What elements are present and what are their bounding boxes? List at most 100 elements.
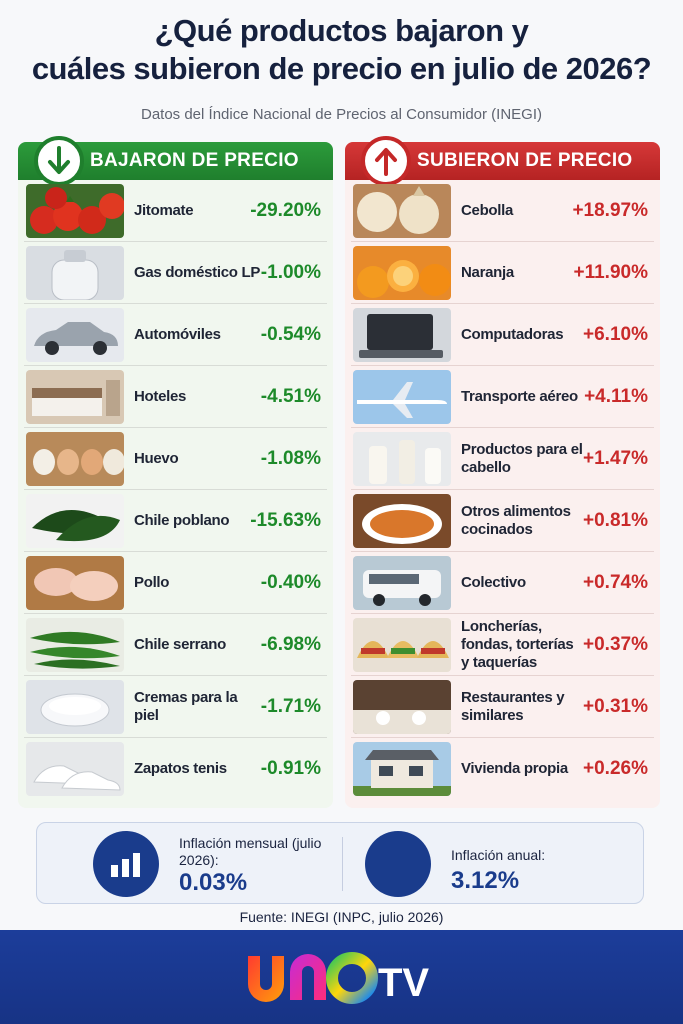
increased-product-label: Otros alimentos cocinados <box>461 502 571 538</box>
decreased-product-image <box>26 307 124 362</box>
decreased-header: BAJARON DE PRECIO <box>18 136 333 186</box>
increased-header: SUBIERON DE PRECIO <box>345 136 660 186</box>
increased-product-label: Computadoras <box>461 325 564 343</box>
source-note: Fuente: INEGI (INPC, julio 2026) <box>239 909 444 925</box>
increased-product-label: Loncherías, fondas, torterías y taquería… <box>461 617 574 671</box>
page-title: ¿Qué productos bajaron y cuáles subieron… <box>0 12 683 88</box>
increased-prices-panel: SUBIERON DE PRECIO Cebolla +18.97% Naranja… <box>345 136 660 808</box>
decreased-price-change: -29.20% <box>250 199 321 221</box>
increased-product-image <box>353 742 451 796</box>
annual-inflation-value: 3.12% <box>451 867 520 894</box>
increased-product-image <box>353 493 451 548</box>
decreased-price-change: -15.63% <box>250 509 321 531</box>
decreased-product-label: Gas doméstico LP <box>134 263 261 281</box>
decreased-product-image <box>26 245 124 300</box>
decreased-header-label: BAJARON DE PRECIO <box>90 150 299 171</box>
increased-price-change: +0.74% <box>583 571 648 593</box>
decreased-product-label: Chile serrano <box>134 635 226 653</box>
decreased-product-label: Chile poblano <box>134 511 230 529</box>
increased-price-change: +18.97% <box>572 199 648 221</box>
decreased-product-label: Jitomate <box>134 201 194 219</box>
increased-row: Otros alimentos cocinados +0.81% <box>351 490 654 552</box>
increased-product-label: Naranja <box>461 263 514 281</box>
decreased-product-label: Pollo <box>134 573 170 591</box>
increased-product-label: Transporte aéreo <box>461 387 578 405</box>
decreased-row: Automóviles -0.54% <box>24 304 327 366</box>
increased-price-change: +0.37% <box>583 633 648 655</box>
increased-product-label: Restaurantes y similares <box>461 688 565 724</box>
increased-row: Naranja +11.90% <box>351 242 654 304</box>
increased-row: Restaurantes y similares +0.31% <box>351 676 654 738</box>
increased-product-image <box>353 617 451 672</box>
monthly-inflation-label: Inflación mensual (julio 2026): <box>179 835 322 868</box>
decreased-price-change: -4.51% <box>260 385 321 407</box>
increased-product-image <box>353 555 451 610</box>
increased-product-label: Colectivo <box>461 573 526 591</box>
annual-inflation-icon <box>365 831 431 897</box>
increased-product-image <box>353 183 451 238</box>
increased-row: Loncherías, fondas, torterías y taquería… <box>351 614 654 676</box>
decreased-price-change: -6.98% <box>260 633 321 655</box>
decreased-row: Zapatos tenis -0.91% <box>24 738 327 800</box>
increased-row: Cebolla +18.97% <box>351 180 654 242</box>
decreased-price-change: -0.54% <box>260 323 321 345</box>
decreased-row: Gas doméstico LP -1.00% <box>24 242 327 304</box>
increased-price-change: +0.26% <box>583 758 648 779</box>
increased-price-change: +0.81% <box>583 509 648 531</box>
title-line-1: ¿Qué productos bajaron y <box>154 13 529 48</box>
increased-product-label: Vivienda propia <box>461 760 568 777</box>
svg-text:TV: TV <box>378 961 429 1005</box>
increased-product-label: Cebolla <box>461 201 514 219</box>
decreased-product-label: Huevo <box>134 449 179 467</box>
increased-product-image <box>353 431 451 486</box>
decreased-price-change: -0.40% <box>260 571 321 593</box>
decreased-row: Pollo -0.40% <box>24 552 327 614</box>
increased-price-change: +11.90% <box>573 261 649 283</box>
decreased-product-image <box>26 183 124 238</box>
inflation-summary: Inflación mensual (julio 2026): 0.03% In… <box>36 822 644 904</box>
summary-divider <box>342 837 343 891</box>
monthly-inflation-value: 0.03% <box>179 869 248 896</box>
increased-header-label: SUBIERON DE PRECIO <box>417 150 633 171</box>
decreased-product-label: Automóviles <box>134 325 221 343</box>
decreased-row: Jitomate -29.20% <box>24 180 327 242</box>
decreased-product-image <box>26 679 124 734</box>
decreased-product-label: Hoteles <box>134 387 187 405</box>
increased-row: Productos para el cabello +1.47% <box>351 428 654 490</box>
page-subtitle: Datos del Índice Nacional de Precios al … <box>140 106 542 123</box>
decreased-product-image <box>26 617 124 672</box>
decreased-product-image <box>26 493 124 548</box>
decreased-product-image <box>26 742 124 796</box>
unotv-logo: TV <box>248 952 429 1005</box>
increased-price-change: +1.47% <box>583 447 648 469</box>
bar-chart-icon <box>93 831 159 897</box>
increased-product-image <box>353 369 451 424</box>
decreased-product-label: Cremas para la piel <box>134 688 238 724</box>
decreased-product-label: Zapatos tenis <box>134 760 227 777</box>
increased-product-label: Productos para el cabello <box>461 440 583 476</box>
decreased-price-change: -0.91% <box>260 758 321 779</box>
arrow-up-icon <box>361 136 411 186</box>
decreased-row: Cremas para la piel -1.71% <box>24 676 327 738</box>
decreased-row: Chile serrano -6.98% <box>24 614 327 676</box>
increased-product-image <box>353 679 451 734</box>
decreased-price-change: -1.00% <box>260 261 321 283</box>
decreased-price-change: -1.71% <box>260 695 321 717</box>
increased-row: Computadoras +6.10% <box>351 304 654 366</box>
decreased-price-change: -1.08% <box>260 447 321 469</box>
increased-product-image <box>353 307 451 362</box>
increased-row: Vivienda propia +0.26% <box>351 738 654 800</box>
annual-inflation-label: Inflación anual: <box>451 847 546 863</box>
increased-product-image <box>353 245 451 300</box>
decreased-product-image <box>26 555 124 610</box>
decreased-product-image <box>26 369 124 424</box>
decreased-prices-panel: BAJARON DE PRECIO Jitomate -29.20% Gas dom… <box>18 136 333 808</box>
decreased-row: Chile poblano -15.63% <box>24 490 327 552</box>
increased-price-change: +6.10% <box>583 323 648 345</box>
decreased-product-image <box>26 431 124 486</box>
footer-bar: TV <box>0 930 683 1024</box>
arrow-down-icon <box>34 136 84 186</box>
decreased-row: Hoteles -4.51% <box>24 366 327 428</box>
increased-row: Transporte aéreo +4.11% <box>351 366 654 428</box>
title-line-2: cuáles subieron de precio en julio de 20… <box>31 51 652 86</box>
